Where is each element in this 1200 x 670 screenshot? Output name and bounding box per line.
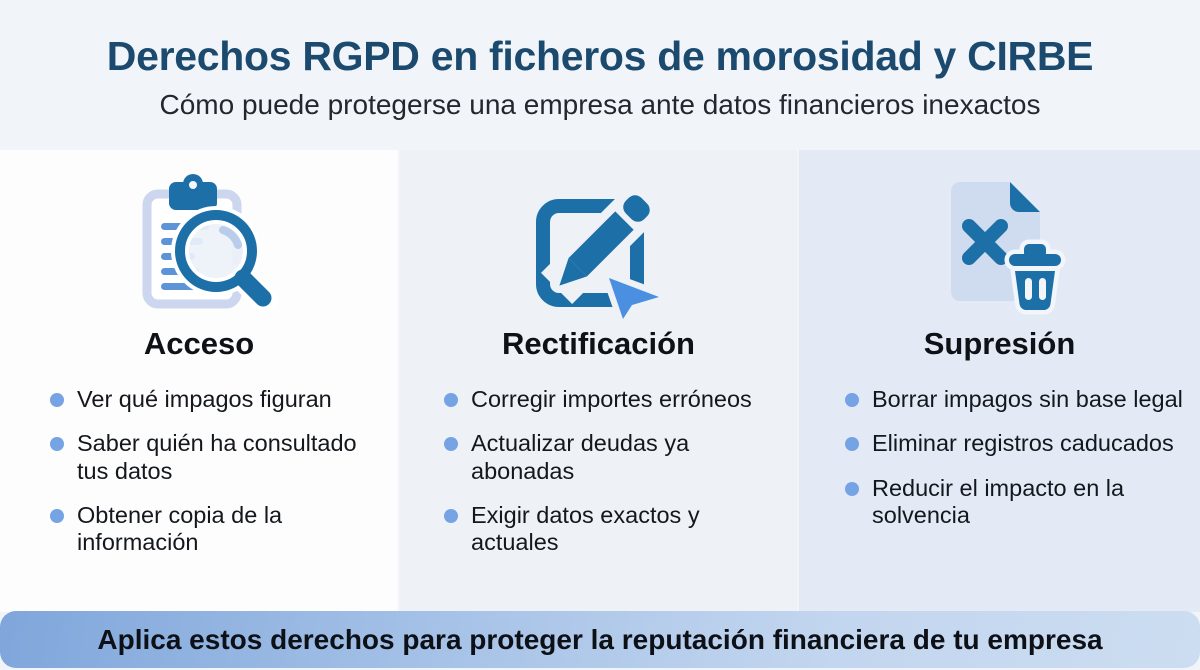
list-item: Obtener copia de la información bbox=[50, 502, 390, 557]
bullet-dot-icon bbox=[845, 481, 859, 496]
column-title-supresion: Supresión bbox=[923, 326, 1076, 361]
edit-pencil-cursor-icon bbox=[400, 162, 797, 326]
clipboard-magnifier-icon bbox=[0, 162, 398, 326]
list-item: Saber quién ha consultado tus datos bbox=[50, 430, 390, 485]
bullet-dot-icon bbox=[845, 393, 859, 407]
list-item: Reducir el impacto en la solvencia bbox=[845, 475, 1193, 530]
footer-banner: Aplica estos derechos para proteger la r… bbox=[0, 611, 1200, 668]
list-item: Borrar impagos sin base legal bbox=[845, 386, 1193, 413]
bullet-list-rectificacion: Corregir importes erróneos Actualizar de… bbox=[444, 386, 779, 556]
column-title-rectificacion: Rectificación bbox=[502, 326, 695, 361]
list-item: Actualizar deudas ya abonadas bbox=[444, 430, 779, 485]
page-subtitle: Cómo puede protegerse una empresa ante d… bbox=[159, 89, 1041, 120]
list-item: Ver qué impagos figuran bbox=[50, 386, 390, 413]
list-item: Corregir importes erróneos bbox=[444, 386, 779, 413]
bullet-dot-icon bbox=[845, 437, 859, 452]
columns-container: Acceso Ver qué impagos figuran Saber qui… bbox=[0, 150, 1200, 612]
column-supresion: Supresión Borrar impagos sin base legal … bbox=[799, 150, 1200, 612]
footer-text: Aplica estos derechos para proteger la r… bbox=[97, 623, 1103, 655]
list-item: Eliminar registros caducados bbox=[845, 430, 1193, 457]
infographic-header: Derechos RGPD en ficheros de morosidad y… bbox=[0, 0, 1200, 150]
bullet-dot-icon bbox=[444, 393, 458, 407]
bullet-dot-icon bbox=[50, 508, 64, 523]
column-title-acceso: Acceso bbox=[143, 326, 255, 361]
bullet-dot-icon bbox=[444, 508, 458, 523]
column-acceso: Acceso Ver qué impagos figuran Saber qui… bbox=[0, 150, 398, 612]
bullet-list-acceso: Ver qué impagos figuran Saber quién ha c… bbox=[50, 386, 390, 556]
document-x-trash-icon bbox=[799, 162, 1200, 326]
page-title: Derechos RGPD en ficheros de morosidad y… bbox=[106, 33, 1094, 79]
bullet-dot-icon bbox=[444, 437, 458, 452]
bullet-dot-icon bbox=[50, 393, 64, 407]
list-item: Exigir datos exactos y actuales bbox=[444, 502, 779, 557]
column-rectificacion: Rectificación Corregir importes erróneos… bbox=[400, 150, 797, 612]
bullet-dot-icon bbox=[50, 437, 64, 452]
bullet-list-supresion: Borrar impagos sin base legal Eliminar r… bbox=[845, 386, 1193, 529]
